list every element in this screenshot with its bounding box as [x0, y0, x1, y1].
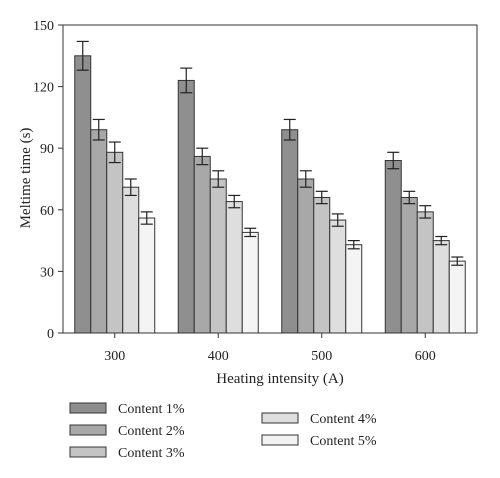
plot-frame	[62, 24, 478, 334]
bar	[209, 178, 227, 334]
x-tick-label: 300	[104, 349, 125, 364]
y-tick-label: 90	[40, 142, 54, 157]
x-tick-label: 500	[311, 349, 332, 364]
bar	[281, 129, 299, 334]
bar	[138, 217, 156, 334]
legend-label: Content 4%	[310, 412, 377, 427]
legend-swatch	[261, 434, 299, 446]
bar	[106, 151, 124, 334]
bar	[177, 79, 195, 334]
y-tick-label: 120	[33, 81, 54, 96]
legend-swatch	[69, 402, 107, 414]
bar	[400, 196, 418, 334]
y-tick-label: 30	[40, 265, 54, 280]
bar	[432, 240, 450, 334]
legend-swatch	[69, 424, 107, 436]
bar	[329, 219, 347, 334]
bar	[313, 196, 331, 334]
x-tick-label: 400	[208, 349, 229, 364]
y-tick-label: 60	[40, 204, 54, 219]
bar	[225, 201, 243, 334]
bar	[241, 231, 259, 334]
bar	[193, 155, 211, 334]
bars	[74, 40, 466, 334]
y-tick-label: 150	[33, 19, 54, 34]
bar	[384, 160, 402, 334]
x-axis-label: Heating intensity (A)	[216, 371, 343, 387]
legend-label: Content 2%	[118, 424, 185, 439]
bar	[448, 260, 466, 334]
plot-area	[62, 24, 478, 334]
legend-swatch	[261, 412, 299, 424]
legend-label: Content 3%	[118, 446, 185, 461]
legend-swatch	[69, 446, 107, 458]
x-axis: 300 400 500 600	[104, 333, 436, 364]
y-tick-label: 0	[47, 327, 54, 342]
legend: Content 1% Content 2% Content 3% Content 4%…	[69, 402, 377, 461]
legend-label: Content 5%	[310, 434, 377, 449]
legend-label: Content 1%	[118, 402, 185, 417]
bar	[122, 186, 140, 334]
y-axis-label: Meltime time (s)	[18, 128, 34, 229]
y-axis: 0 30 60 90 120 150	[33, 19, 63, 342]
bar	[90, 129, 108, 334]
bar	[74, 55, 92, 334]
bar	[345, 244, 363, 334]
bar	[416, 211, 434, 334]
x-tick-label: 600	[415, 349, 436, 364]
bar	[297, 178, 315, 334]
